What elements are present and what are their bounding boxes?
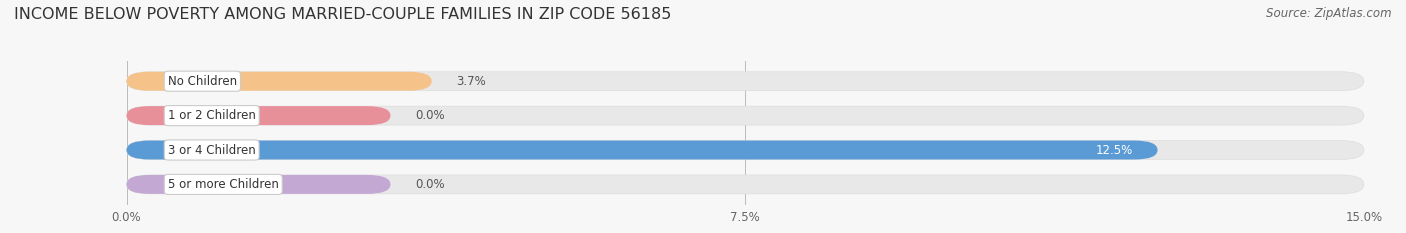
FancyBboxPatch shape	[127, 72, 432, 91]
FancyBboxPatch shape	[127, 140, 1157, 159]
Text: Source: ZipAtlas.com: Source: ZipAtlas.com	[1267, 7, 1392, 20]
Text: 5 or more Children: 5 or more Children	[167, 178, 278, 191]
Text: 12.5%: 12.5%	[1095, 144, 1133, 157]
FancyBboxPatch shape	[127, 106, 1364, 125]
FancyBboxPatch shape	[127, 175, 391, 194]
Text: No Children: No Children	[167, 75, 236, 88]
Text: 0.0%: 0.0%	[415, 109, 444, 122]
FancyBboxPatch shape	[127, 140, 1364, 159]
FancyBboxPatch shape	[127, 106, 391, 125]
FancyBboxPatch shape	[127, 175, 1364, 194]
Text: 3 or 4 Children: 3 or 4 Children	[167, 144, 256, 157]
Text: 1 or 2 Children: 1 or 2 Children	[167, 109, 256, 122]
FancyBboxPatch shape	[127, 72, 1364, 91]
Text: 3.7%: 3.7%	[457, 75, 486, 88]
Text: INCOME BELOW POVERTY AMONG MARRIED-COUPLE FAMILIES IN ZIP CODE 56185: INCOME BELOW POVERTY AMONG MARRIED-COUPL…	[14, 7, 672, 22]
Text: 0.0%: 0.0%	[415, 178, 444, 191]
